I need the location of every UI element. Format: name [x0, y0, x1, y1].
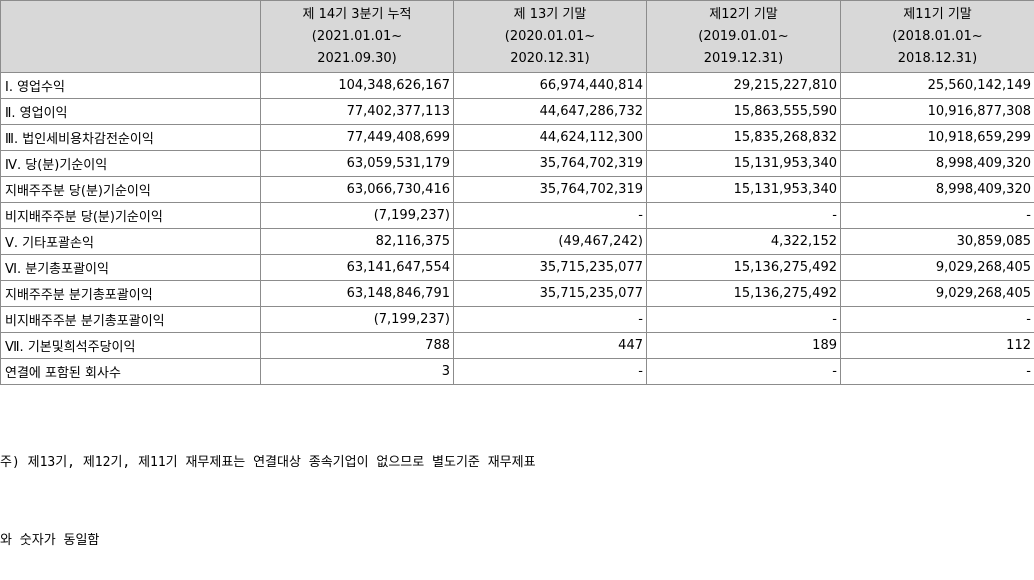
row-value: (49,467,242) — [454, 229, 647, 255]
row-label: 연결에 포함된 회사수 — [1, 359, 261, 385]
row-value: 66,974,440,814 — [454, 73, 647, 99]
header-period-start: (2019.01.01~ — [649, 26, 838, 48]
row-value: 15,835,268,832 — [647, 125, 841, 151]
row-value: - — [454, 307, 647, 333]
header-title: 제11기 기말 — [843, 4, 1032, 26]
table-row: 지배주주분 당(분)기순이익 63,066,730,416 35,764,702… — [1, 177, 1034, 203]
row-value: 82,116,375 — [261, 229, 454, 255]
row-value: 25,560,142,149 — [841, 73, 1034, 99]
row-value: - — [647, 359, 841, 385]
row-label: 지배주주분 분기총포괄이익 — [1, 281, 261, 307]
footnote: 주) 제13기, 제12기, 제11기 재무제표는 연결대상 종속기업이 없으므… — [0, 398, 536, 580]
row-value: 189 — [647, 333, 841, 359]
row-label: Ⅰ. 영업수익 — [1, 73, 261, 99]
row-value: 35,764,702,319 — [454, 177, 647, 203]
header-period-11: 제11기 기말 (2018.01.01~ 2018.12.31) — [841, 1, 1034, 73]
header-period-end: 2019.12.31) — [649, 48, 838, 70]
table-row: Ⅲ. 법인세비용차감전순이익 77,449,408,699 44,624,112… — [1, 125, 1034, 151]
row-label: 비지배주주분 당(분)기순이익 — [1, 203, 261, 229]
row-value: - — [647, 203, 841, 229]
header-title: 제 14기 3분기 누적 — [263, 4, 451, 26]
table-row: 비지배주주분 당(분)기순이익 (7,199,237) - - - — [1, 203, 1034, 229]
footnote-line: 주) 제13기, 제12기, 제11기 재무제표는 연결대상 종속기업이 없으므… — [0, 450, 536, 476]
row-value: - — [841, 307, 1034, 333]
row-value: - — [454, 203, 647, 229]
header-row: 제 14기 3분기 누적 (2021.01.01~ 2021.09.30) 제 … — [1, 1, 1034, 73]
header-corner — [1, 1, 261, 73]
table-row: Ⅶ. 기본및희석주당이익 788 447 189 112 — [1, 333, 1034, 359]
row-label: Ⅳ. 당(분)기순이익 — [1, 151, 261, 177]
row-value: 447 — [454, 333, 647, 359]
row-value: 112 — [841, 333, 1034, 359]
row-value: 15,136,275,492 — [647, 281, 841, 307]
row-value: 44,647,286,732 — [454, 99, 647, 125]
row-value: 30,859,085 — [841, 229, 1034, 255]
row-value: 35,764,702,319 — [454, 151, 647, 177]
row-value: 35,715,235,077 — [454, 281, 647, 307]
table-row: Ⅳ. 당(분)기순이익 63,059,531,179 35,764,702,31… — [1, 151, 1034, 177]
row-value: 63,066,730,416 — [261, 177, 454, 203]
header-period-12: 제12기 기말 (2019.01.01~ 2019.12.31) — [647, 1, 841, 73]
header-period-13: 제 13기 기말 (2020.01.01~ 2020.12.31) — [454, 1, 647, 73]
row-value: 9,029,268,405 — [841, 255, 1034, 281]
table-row: 지배주주분 분기총포괄이익 63,148,846,791 35,715,235,… — [1, 281, 1034, 307]
row-label: Ⅱ. 영업이익 — [1, 99, 261, 125]
row-value: 15,131,953,340 — [647, 177, 841, 203]
header-title: 제 13기 기말 — [456, 4, 644, 26]
row-value: 8,998,409,320 — [841, 151, 1034, 177]
row-value: 77,402,377,113 — [261, 99, 454, 125]
header-period-start: (2020.01.01~ — [456, 26, 644, 48]
table-row: Ⅵ. 분기총포괄이익 63,141,647,554 35,715,235,077… — [1, 255, 1034, 281]
row-value: 104,348,626,167 — [261, 73, 454, 99]
row-value: 15,131,953,340 — [647, 151, 841, 177]
row-value: 29,215,227,810 — [647, 73, 841, 99]
table-row: Ⅴ. 기타포괄손익 82,116,375 (49,467,242) 4,322,… — [1, 229, 1034, 255]
row-value: 15,863,555,590 — [647, 99, 841, 125]
table-row: Ⅰ. 영업수익 104,348,626,167 66,974,440,814 2… — [1, 73, 1034, 99]
row-value: (7,199,237) — [261, 307, 454, 333]
row-value: - — [841, 359, 1034, 385]
row-value: 10,918,659,299 — [841, 125, 1034, 151]
row-label: 비지배주주분 분기총포괄이익 — [1, 307, 261, 333]
row-value: - — [454, 359, 647, 385]
financial-summary-table: 제 14기 3분기 누적 (2021.01.01~ 2021.09.30) 제 … — [0, 0, 1034, 385]
header-period-end: 2021.09.30) — [263, 48, 451, 70]
row-label: 지배주주분 당(분)기순이익 — [1, 177, 261, 203]
row-value: - — [647, 307, 841, 333]
table-row: Ⅱ. 영업이익 77,402,377,113 44,647,286,732 15… — [1, 99, 1034, 125]
header-period-14q3: 제 14기 3분기 누적 (2021.01.01~ 2021.09.30) — [261, 1, 454, 73]
table-row: 비지배주주분 분기총포괄이익 (7,199,237) - - - — [1, 307, 1034, 333]
header-period-start: (2018.01.01~ — [843, 26, 1032, 48]
header-period-end: 2020.12.31) — [456, 48, 644, 70]
row-value: 77,449,408,699 — [261, 125, 454, 151]
header-period-start: (2021.01.01~ — [263, 26, 451, 48]
row-value: 35,715,235,077 — [454, 255, 647, 281]
row-value: 3 — [261, 359, 454, 385]
row-value: 8,998,409,320 — [841, 177, 1034, 203]
row-value: 9,029,268,405 — [841, 281, 1034, 307]
row-value: 63,059,531,179 — [261, 151, 454, 177]
row-label: Ⅲ. 법인세비용차감전순이익 — [1, 125, 261, 151]
row-value: 10,916,877,308 — [841, 99, 1034, 125]
row-value: 44,624,112,300 — [454, 125, 647, 151]
row-value: 788 — [261, 333, 454, 359]
footnote-line: 와 숫자가 동일함 — [0, 528, 536, 554]
row-label: Ⅶ. 기본및희석주당이익 — [1, 333, 261, 359]
header-title: 제12기 기말 — [649, 4, 838, 26]
row-value: 63,141,647,554 — [261, 255, 454, 281]
row-label: Ⅴ. 기타포괄손익 — [1, 229, 261, 255]
row-value: 4,322,152 — [647, 229, 841, 255]
row-value: 63,148,846,791 — [261, 281, 454, 307]
row-value: (7,199,237) — [261, 203, 454, 229]
row-value: 15,136,275,492 — [647, 255, 841, 281]
row-label: Ⅵ. 분기총포괄이익 — [1, 255, 261, 281]
header-period-end: 2018.12.31) — [843, 48, 1032, 70]
row-value: - — [841, 203, 1034, 229]
table-row: 연결에 포함된 회사수 3 - - - — [1, 359, 1034, 385]
